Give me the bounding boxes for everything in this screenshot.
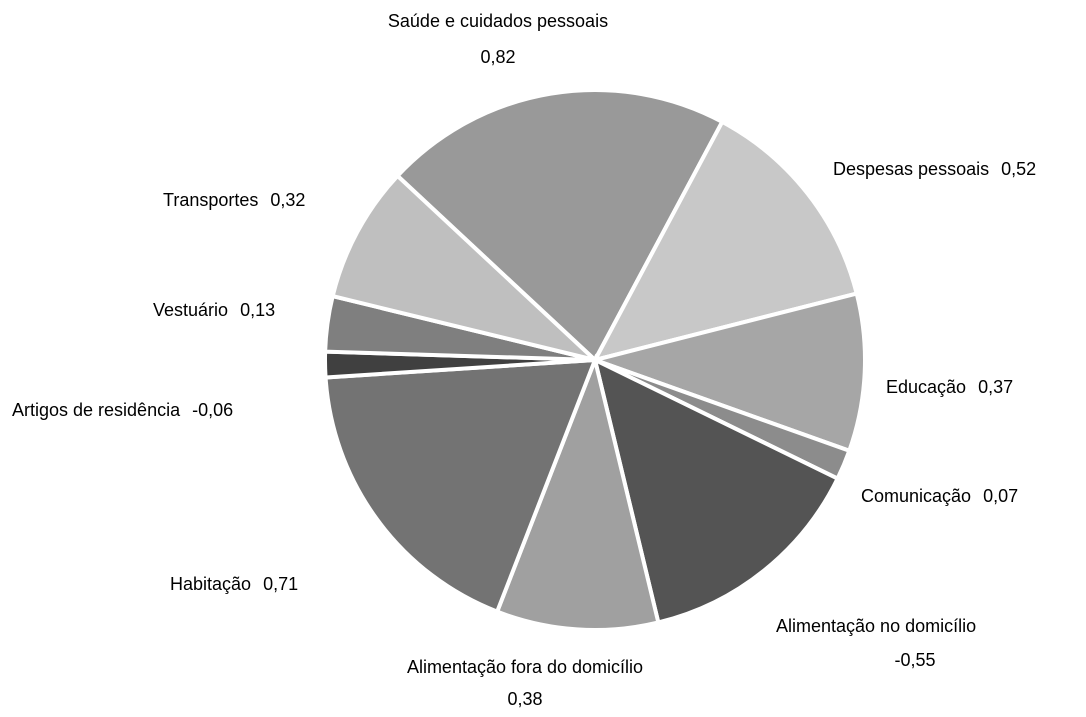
value-label: 0,32 — [270, 190, 305, 210]
pie-slice — [588, 291, 867, 454]
value-label: 0,13 — [240, 300, 275, 320]
pie-slice — [330, 173, 602, 364]
slice-label: Educação — [886, 377, 966, 397]
slice-label: Comunicação — [861, 486, 971, 506]
value-label: 0,52 — [1001, 159, 1036, 179]
value-label: 0,07 — [983, 486, 1018, 506]
value-label: 0,38 — [507, 689, 542, 709]
pie-slice — [591, 119, 860, 364]
pie-slice — [323, 357, 599, 615]
value-label: 0,71 — [263, 574, 298, 594]
value-label: 0,82 — [480, 47, 515, 67]
value-label: -0,55 — [894, 650, 935, 670]
value-label: -0,06 — [192, 400, 233, 420]
value-label: 0,37 — [978, 377, 1013, 397]
slice-label: Transportes — [163, 190, 258, 210]
slice-label: Vestuário — [153, 300, 228, 320]
slice-label: Alimentação no domicílio — [776, 616, 976, 636]
pie-slice — [592, 356, 841, 625]
slice-label: Alimentação fora do domicílio — [407, 657, 643, 677]
pie-slice — [394, 88, 725, 364]
slice-label: Saúde e cuidados pessoais — [388, 11, 608, 31]
slice-label: Artigos de residência — [12, 400, 181, 420]
slice-label: Despesas pessoais — [833, 159, 989, 179]
pie-slice — [494, 353, 661, 632]
slice-label: Habitação — [170, 574, 251, 594]
